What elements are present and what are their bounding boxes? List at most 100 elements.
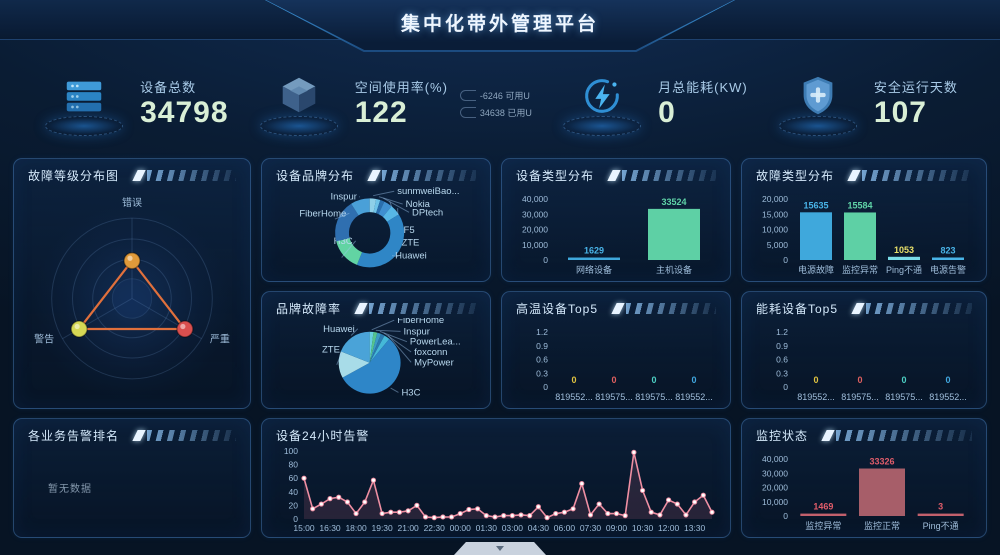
svg-text:FiberHome: FiberHome	[299, 208, 346, 219]
svg-text:监控异常: 监控异常	[842, 264, 878, 275]
device-type-bar-chart[interactable]: 0 10,000 20,000 30,000 40,000 1629 网络设备 33524 主机…	[510, 185, 722, 277]
svg-text:0.3: 0.3	[776, 368, 788, 378]
collapse-tab[interactable]	[454, 542, 546, 555]
svg-text:10:30: 10:30	[632, 523, 654, 533]
panel-device-type: 设备类型分布 0 10,000 20,000 30,000 40,000 1629 网络设备…	[501, 158, 731, 282]
icon-glow-base	[778, 115, 857, 136]
svg-text:0: 0	[813, 375, 818, 385]
available-u: -6246 可用U	[479, 91, 530, 101]
svg-text:主机设备: 主机设备	[656, 264, 692, 275]
svg-text:819552...: 819552...	[797, 392, 835, 402]
svg-text:0: 0	[783, 511, 788, 521]
svg-text:33326: 33326	[869, 457, 894, 467]
svg-text:819575...: 819575...	[885, 392, 923, 402]
svg-text:H3C: H3C	[401, 387, 420, 398]
svg-text:18:00: 18:00	[345, 523, 367, 533]
svg-text:15:00: 15:00	[293, 523, 315, 533]
svg-text:03:00: 03:00	[502, 523, 524, 533]
fault-level-radar-chart[interactable]: 错误 警告 严重	[22, 189, 242, 400]
svg-text:13:30: 13:30	[684, 523, 706, 533]
svg-text:电源告警: 电源告警	[930, 264, 966, 275]
svg-text:60: 60	[289, 473, 299, 483]
svg-text:ZTE: ZTE	[401, 238, 419, 249]
kpi-value: 0	[658, 96, 676, 130]
svg-text:0.6: 0.6	[536, 355, 548, 365]
kpi-row: 设备总数 34798 空间使用率(%) 122 -6246 可用U 34638 …	[0, 54, 1000, 154]
svg-text:0: 0	[651, 375, 656, 385]
svg-text:PowerLea...: PowerLea...	[410, 337, 461, 348]
panel-title: 各业务告警排名	[28, 429, 120, 443]
kpi-label: 设备总数	[140, 80, 197, 96]
svg-text:0: 0	[783, 255, 788, 265]
dashboard-grid: 故障等级分布图 错误 警告 严重 设备品牌分布 sunmweiBao... Nokia…	[13, 158, 987, 538]
svg-text:1.2: 1.2	[776, 327, 788, 337]
svg-text:0: 0	[543, 255, 548, 265]
title-plate: 集中化带外管理平台	[265, 0, 735, 52]
svg-text:0: 0	[691, 375, 696, 385]
energy-icon	[585, 78, 619, 113]
svg-text:10,000: 10,000	[522, 240, 548, 250]
svg-text:0: 0	[945, 375, 950, 385]
high-temp-bar-chart[interactable]: 0 0.3 0.6 0.9 1.2 0 819552... 0 819575... 0 819575…	[510, 318, 722, 404]
svg-text:网络设备: 网络设备	[576, 264, 612, 275]
svg-text:21:00: 21:00	[398, 523, 420, 533]
svg-text:Huawei: Huawei	[395, 251, 427, 262]
svg-text:Ping不通: Ping不通	[886, 265, 922, 275]
svg-text:819552...: 819552...	[675, 392, 713, 402]
monitor-status-bar-chart[interactable]: 0 10,000 20,000 30,000 40,000 1469 监控异常 33326 监控…	[750, 445, 978, 533]
svg-text:819575...: 819575...	[635, 392, 673, 402]
svg-text:1629: 1629	[584, 246, 604, 256]
svg-text:0: 0	[611, 375, 616, 385]
svg-text:Inspur: Inspur	[331, 192, 357, 203]
panel-title: 设备24小时告警	[276, 429, 370, 443]
header-slashes-decoration	[821, 430, 972, 441]
panel-title: 设备品牌分布	[276, 169, 355, 183]
brand-distribution-donut-chart[interactable]: sunmweiBao... Nokia DPtech F5 ZTE Huawei H3C Fi…	[270, 185, 482, 277]
svg-text:01:30: 01:30	[476, 523, 498, 533]
svg-text:20: 20	[289, 500, 299, 510]
svg-text:0: 0	[293, 514, 298, 524]
svg-text:FiberHome: FiberHome	[397, 318, 444, 326]
svg-text:06:00: 06:00	[554, 523, 576, 533]
svg-text:819552...: 819552...	[555, 392, 593, 402]
svg-text:09:00: 09:00	[606, 523, 628, 533]
brand-fault-pie-chart[interactable]: FiberHome Inspur PowerLea... foxconn MyPower…	[270, 315, 482, 404]
server-icon	[66, 81, 102, 111]
svg-text:foxconn: foxconn	[414, 347, 447, 358]
panel-title: 能耗设备Top5	[756, 302, 839, 316]
svg-text:1469: 1469	[813, 502, 833, 512]
svg-text:10,000: 10,000	[762, 225, 788, 235]
svg-text:3: 3	[938, 502, 943, 512]
used-u: 34638 已用U	[479, 108, 532, 118]
svg-text:1.2: 1.2	[536, 327, 548, 337]
svg-text:0: 0	[857, 375, 862, 385]
bracket-shape	[459, 107, 476, 118]
icon-glow-base	[45, 115, 124, 136]
svg-text:0: 0	[783, 382, 788, 392]
shield-icon	[803, 76, 833, 114]
panel-title: 高温设备Top5	[516, 302, 599, 316]
svg-text:0.3: 0.3	[536, 368, 548, 378]
svg-text:00:00: 00:00	[450, 523, 472, 533]
energy-top5-bar-chart[interactable]: 0 0.3 0.6 0.9 1.2 0 819552... 0 819575... 0 819575…	[750, 318, 978, 404]
panel-title: 品牌故障率	[276, 302, 342, 316]
svg-text:15635: 15635	[803, 200, 828, 210]
panel-high-temp-top5: 高温设备Top5 0 0.3 0.6 0.9 1.2 0 819552... 0 819575.…	[501, 291, 731, 409]
panel-title: 监控状态	[756, 429, 809, 443]
header-slashes-decoration	[851, 303, 972, 314]
fault-type-bar-chart[interactable]: 0 5,000 10,000 15,000 20,000 15635 电源故障 15584 监控…	[750, 185, 978, 277]
bracket-shape	[459, 90, 476, 101]
svg-text:sunmweiBao...: sunmweiBao...	[397, 186, 459, 197]
svg-text:33524: 33524	[661, 197, 686, 207]
svg-text:ZTE: ZTE	[322, 344, 340, 355]
svg-text:0: 0	[543, 382, 548, 392]
header-slashes-decoration	[847, 170, 972, 181]
header-slashes-decoration	[607, 170, 716, 181]
svg-text:40,000: 40,000	[522, 194, 548, 204]
svg-text:0.6: 0.6	[776, 355, 788, 365]
kpi-value: 34798	[140, 96, 229, 130]
space-usage-details: -6246 可用U 34638 已用U	[459, 89, 532, 119]
svg-text:0.9: 0.9	[776, 341, 788, 351]
svg-text:F5: F5	[404, 225, 415, 236]
alarm-24h-line-chart[interactable]: 0 20 40 60 80 100 15:00 16:30 18:00 19:30 21:00 22:…	[270, 441, 722, 535]
